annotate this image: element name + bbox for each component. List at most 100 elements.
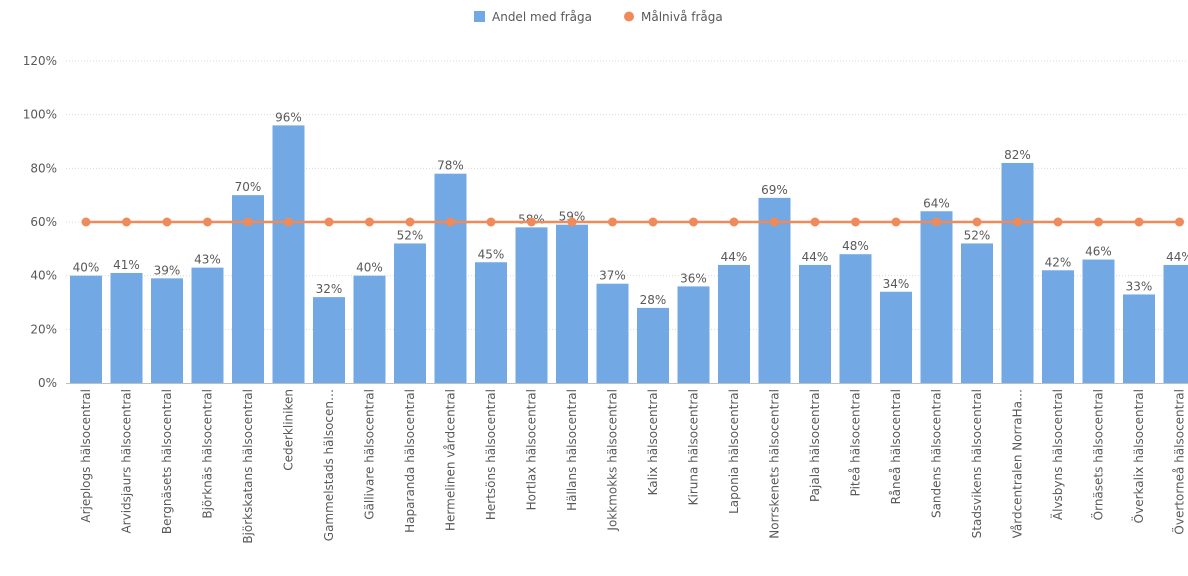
bar-value-label: 46%	[1085, 245, 1112, 259]
target-marker	[1094, 218, 1103, 227]
target-marker	[689, 218, 698, 227]
bar	[111, 273, 143, 383]
bar	[1164, 265, 1188, 383]
bar-value-label: 40%	[356, 261, 383, 275]
bar	[1083, 260, 1115, 383]
y-tick-label: 0%	[38, 376, 57, 390]
bar	[961, 243, 993, 383]
target-marker	[1054, 218, 1063, 227]
y-tick-label: 80%	[30, 161, 57, 175]
target-marker	[932, 218, 941, 227]
bar	[313, 297, 345, 383]
bar-value-label: 32%	[316, 282, 343, 296]
bar	[1042, 270, 1074, 383]
category-label: Hermelinen vårdcentral	[444, 389, 458, 531]
category-label: Sandens hälsocentral	[930, 389, 944, 518]
category-label: Kalix hälsocentral	[646, 389, 660, 495]
bar-value-label: 43%	[194, 253, 221, 267]
bar-value-label: 45%	[478, 247, 505, 261]
category-label: Älvsbyns hälsocentral	[1050, 389, 1065, 520]
bar-value-label: 78%	[437, 159, 464, 173]
bar-value-label: 52%	[397, 228, 424, 242]
bar	[151, 278, 183, 383]
bar-value-label: 44%	[721, 250, 748, 264]
category-label: Hällans hälsocentral	[565, 389, 579, 511]
legend-swatch-line	[624, 12, 634, 22]
category-label: Örnäsets hälsocentral	[1090, 389, 1106, 520]
category-label: Haparanda hälsocentral	[403, 389, 417, 533]
y-tick-label: 20%	[30, 322, 57, 336]
target-marker	[527, 218, 536, 227]
target-marker	[446, 218, 455, 227]
bar	[475, 262, 507, 383]
category-label: Gammelstads hälsocen…	[322, 389, 336, 541]
category-label: Arjeplogs hälsocentral	[79, 389, 93, 523]
target-marker	[406, 218, 415, 227]
target-marker	[568, 218, 577, 227]
target-marker	[770, 218, 779, 227]
target-marker	[244, 218, 253, 227]
bar	[840, 254, 872, 383]
bar	[880, 292, 912, 383]
y-tick-label: 60%	[30, 215, 57, 229]
bar	[354, 276, 386, 383]
target-marker	[82, 218, 91, 227]
bar	[435, 174, 467, 383]
category-label: Björknäs hälsocentral	[201, 389, 215, 519]
category-label: Vårdcentralen NorraHa…	[1011, 389, 1025, 538]
bar	[273, 125, 305, 383]
category-label: Hertsöns hälsocentral	[484, 389, 498, 520]
category-label: Råneå hälsocentral	[889, 389, 903, 504]
category-label: Cederkliniken	[282, 389, 296, 471]
category-label: Stadsvikens hälsocentral	[970, 389, 984, 538]
target-marker	[649, 218, 658, 227]
bar-value-label: 41%	[113, 258, 140, 272]
target-marker	[851, 218, 860, 227]
bar-value-label: 37%	[599, 269, 626, 283]
category-label: Piteå hälsocentral	[849, 389, 863, 496]
target-marker	[608, 218, 617, 227]
target-marker	[973, 218, 982, 227]
bar	[1002, 163, 1034, 383]
category-label: Björkskatans hälsocentral	[241, 389, 255, 544]
bar-value-label: 64%	[923, 196, 950, 210]
target-marker	[730, 218, 739, 227]
y-tick-label: 120%	[23, 54, 57, 68]
target-marker	[892, 218, 901, 227]
bar-value-label: 40%	[73, 261, 100, 275]
y-axis: 0% 20% 40% 60% 80% 100% 120%	[23, 54, 57, 390]
bar-value-label: 52%	[964, 228, 991, 242]
category-label: Övertorneå hälsocentral	[1171, 389, 1187, 535]
target-marker	[1135, 218, 1144, 227]
target-marker	[811, 218, 820, 227]
category-label: Gällivare hälsocentral	[363, 389, 377, 520]
bar	[718, 265, 750, 383]
bar-value-label: 42%	[1045, 255, 1072, 269]
x-axis-labels: Arjeplogs hälsocentral Arvidsjaurs hälsoc…	[79, 389, 1187, 544]
category-label: Laponia hälsocentral	[727, 389, 741, 514]
bar	[556, 225, 588, 383]
legend-label-bar: Andel med fråga	[492, 10, 592, 24]
category-label: Kiruna hälsocentral	[687, 389, 701, 505]
bar-value-label: 70%	[235, 180, 262, 194]
legend-swatch-bar	[474, 11, 485, 22]
target-marker	[284, 218, 293, 227]
category-label: Pajala hälsocentral	[808, 389, 822, 502]
target-marker	[365, 218, 374, 227]
target-marker	[122, 218, 131, 227]
bar	[394, 243, 426, 383]
category-label: Hortlax hälsocentral	[525, 389, 539, 510]
y-tick-label: 40%	[30, 269, 57, 283]
bar-value-label: 69%	[761, 183, 788, 197]
bar-value-label: 48%	[842, 239, 869, 253]
bar-value-label: 28%	[640, 293, 667, 307]
target-marker	[203, 218, 212, 227]
bar-value-label: 44%	[1166, 250, 1188, 264]
target-marker	[325, 218, 334, 227]
bar-value-label: 44%	[802, 250, 829, 264]
target-marker	[1013, 218, 1022, 227]
bar-value-label: 82%	[1004, 148, 1031, 162]
legend: Andel med fråga Målnivå fråga	[474, 10, 723, 24]
category-label: Arvidsjaurs hälsocentral	[120, 389, 134, 534]
